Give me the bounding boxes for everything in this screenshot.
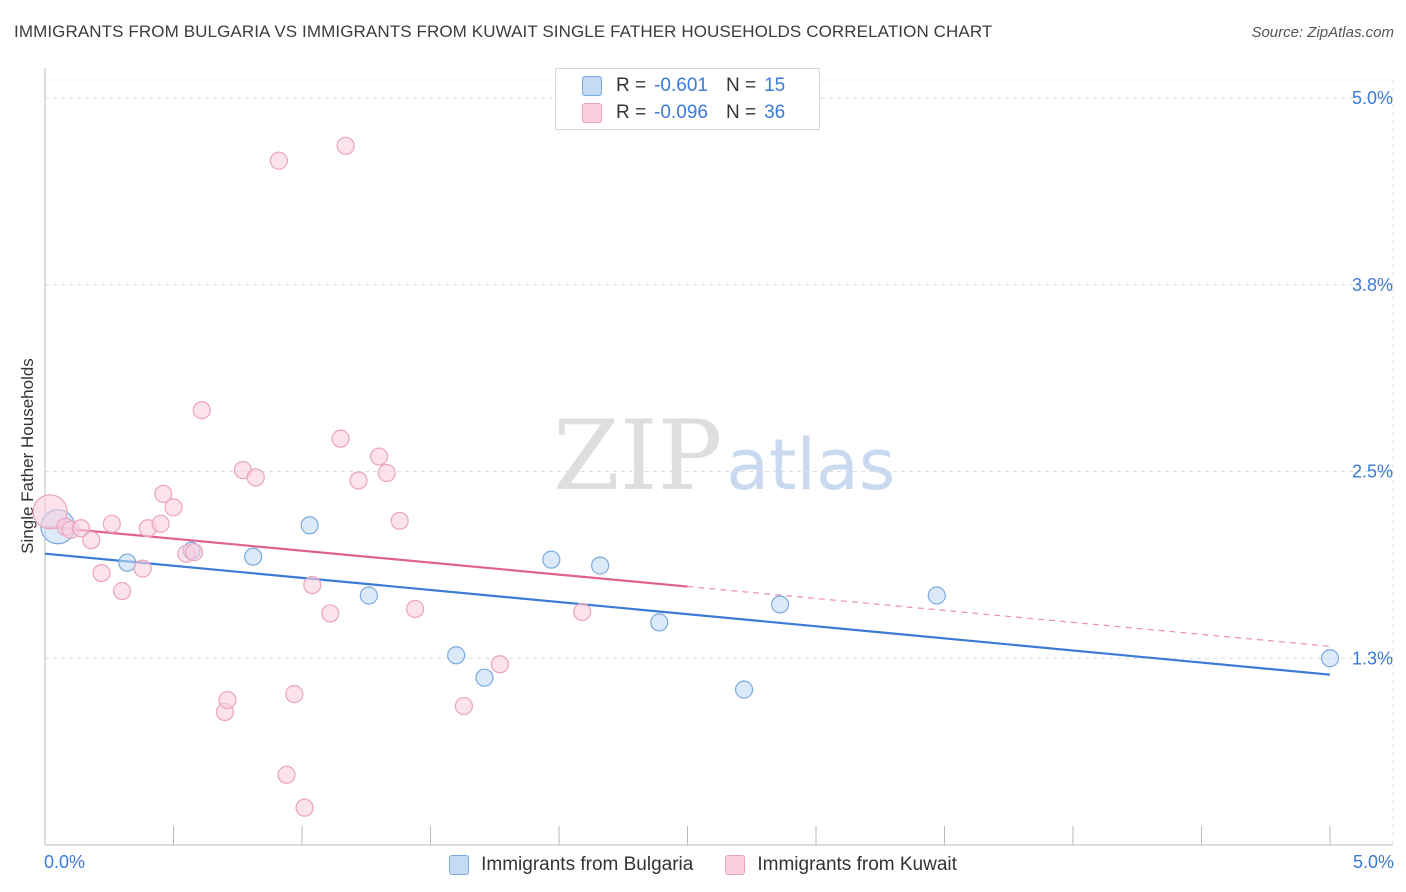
bulgaria-point [359, 586, 378, 605]
trend-lines [44, 525, 1331, 676]
bulgaria-point [300, 516, 319, 535]
bulgaria-point [542, 550, 561, 569]
trend-line [44, 552, 1331, 676]
kuwait-point [154, 484, 173, 504]
bulgaria-legend-swatch [449, 855, 470, 875]
legend-item-kuwait[interactable]: Immigrants from Kuwait [725, 854, 957, 876]
kuwait-point [331, 429, 350, 448]
watermark-atlas: atlas [726, 424, 896, 506]
kuwait-point [454, 696, 474, 716]
kuwait-point [218, 690, 237, 710]
bulgaria-r-value: -0.601 [654, 75, 708, 96]
kuwait-point [82, 531, 101, 550]
kuwait-point [246, 468, 265, 487]
trend-line-solid [44, 525, 688, 588]
kuwait-point [321, 604, 340, 623]
kuwait-point [377, 463, 396, 483]
bulgaria-point [770, 595, 790, 614]
kuwait-point [277, 765, 296, 784]
chart-title: IMMIGRANTS FROM BULGARIA VS IMMIGRANTS F… [14, 22, 993, 41]
kuwait-point [405, 599, 425, 619]
y-tick-label: 2.5% [1352, 462, 1393, 482]
kuwait-point [151, 514, 170, 533]
kuwait-point [490, 655, 509, 674]
r-label: R = [616, 75, 647, 96]
x-tick-label-max: 5.0% [1352, 852, 1394, 872]
kuwait-point [303, 575, 322, 595]
bulgaria-point [1320, 649, 1340, 668]
legend-row-bulgaria: R = -0.601 N = 15 [582, 74, 785, 98]
kuwait-swatch [582, 103, 602, 123]
n-label: N = [725, 102, 757, 123]
legend-row-kuwait: R = -0.096 N = 36 [582, 101, 785, 125]
kuwait-legend-swatch [725, 855, 746, 875]
axes [44, 68, 1393, 846]
watermark: ZIPatlas [553, 400, 895, 512]
bulgaria-point [244, 547, 263, 566]
bulgaria-point [591, 556, 610, 575]
kuwait-r-value: -0.096 [654, 102, 708, 123]
y-tick-label: 3.8% [1352, 275, 1393, 295]
kuwait-point [390, 511, 409, 530]
n-label: N = [725, 75, 757, 96]
kuwait-point [573, 602, 592, 622]
series-legend: Immigrants from Bulgaria Immigrants from… [0, 852, 1406, 878]
x-tick-label-min: 0.0% [44, 852, 86, 872]
kuwait-point [71, 519, 91, 538]
bulgaria-point [118, 553, 137, 572]
bulgaria-point [650, 613, 669, 632]
kuwait-point [269, 151, 288, 170]
chart-source: Source: ZipAtlas.com [1251, 24, 1394, 41]
legend-label-kuwait: Immigrants from Kuwait [757, 854, 957, 875]
y-tick-label: 1.3% [1352, 648, 1393, 668]
kuwait-point [285, 685, 304, 704]
kuwait-point [164, 498, 183, 517]
kuwait-point [370, 447, 389, 466]
bulgaria-point [734, 680, 754, 699]
kuwait-point [112, 581, 132, 601]
kuwait-n-value: 36 [764, 102, 786, 123]
bulgaria-point [927, 586, 946, 605]
kuwait-point [349, 471, 368, 490]
r-label: R = [616, 102, 647, 123]
kuwait-point [336, 136, 355, 155]
bulgaria-point [447, 646, 466, 665]
legend-item-bulgaria[interactable]: Immigrants from Bulgaria [449, 854, 693, 876]
kuwait-point [32, 494, 68, 530]
kuwait-point [192, 401, 211, 420]
legend-label-bulgaria: Immigrants from Bulgaria [481, 854, 694, 875]
y-tick-labels: 1.3% 2.5% 3.8% 5.0% [1352, 88, 1393, 668]
stats-legend: R = -0.601 N = 15 R = -0.096 N = 36 [555, 68, 820, 130]
bulgaria-swatch [582, 76, 602, 96]
kuwait-point [92, 563, 111, 583]
kuwait-point [184, 543, 204, 562]
kuwait-point [295, 798, 314, 817]
trend-line-dashed [687, 585, 1331, 647]
scatter-points [32, 136, 1340, 817]
bulgaria-n-value: 15 [764, 75, 786, 96]
kuwait-point [102, 514, 121, 533]
bulgaria-point [475, 668, 494, 687]
y-tick-label: 5.0% [1352, 88, 1393, 108]
watermark-zip: ZIP [553, 400, 723, 512]
kuwait-point [133, 559, 152, 578]
